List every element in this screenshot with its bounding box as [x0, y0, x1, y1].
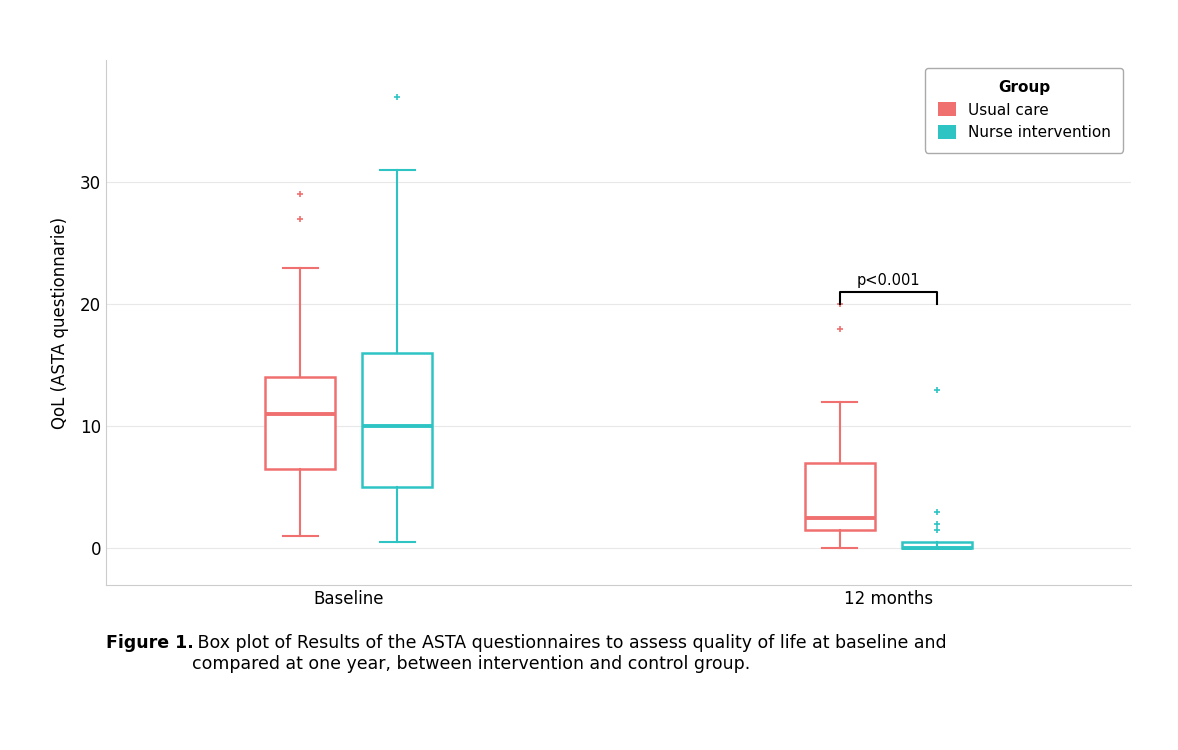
Text: Box plot of Results of the ASTA questionnaires to assess quality of life at base: Box plot of Results of the ASTA question…: [192, 634, 947, 673]
Bar: [362, 353, 432, 488]
Bar: [805, 463, 874, 530]
Text: Figure 1.: Figure 1.: [106, 634, 193, 652]
Text: p<0.001: p<0.001: [856, 273, 920, 288]
Bar: [901, 542, 972, 548]
Y-axis label: QoL (ASTA questionnarie): QoL (ASTA questionnarie): [51, 217, 70, 428]
Legend: Usual care, Nurse intervention: Usual care, Nurse intervention: [926, 68, 1124, 152]
Bar: [265, 377, 336, 469]
